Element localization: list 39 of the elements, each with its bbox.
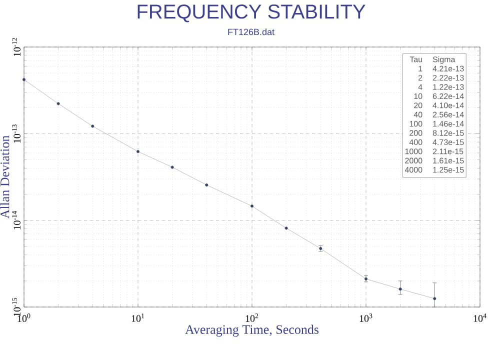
x-axis-title: Averaging Time, Seconds [185,324,319,337]
y-tick-label: 10$^{-12}$ [12,38,20,56]
annotation: 1.25e-15 [433,166,464,173]
annotation: 4 [418,84,422,90]
annotation: 4.73e-15 [432,139,464,146]
x-tick-label: 10$^{2}$ [246,314,258,322]
annotation: 20 [414,102,422,108]
y-tick-label: 10$^{-15}$ [12,298,20,316]
annotation: 4.10e-14 [432,102,464,108]
annotation: 1.22e-13 [433,84,464,90]
y-axis-title: Allan Deviation [0,136,10,219]
annotation: 200 [410,130,422,136]
x-tick-label: 10$^{4}$ [474,314,486,322]
annotation: 400 [409,139,422,146]
annotation: 2.56e-14 [432,112,464,118]
chart-title: FREQUENCY STABILITY [138,4,366,22]
annotation: 100 [410,120,422,127]
annotation: 1000 [405,148,422,154]
y-tick-label: 10$^{-13}$ [12,124,20,143]
annotation: 1.61e-15 [433,158,464,164]
y-tick-label: 10$^{-14}$ [12,211,20,230]
x-tick-label: 10$^{0}$ [18,314,30,322]
annotation: 8.12e-15 [432,130,464,136]
annotation: 6.22e-14 [432,93,464,100]
annotation: 2.22e-13 [432,74,464,81]
annotation: 1.46e-14 [433,120,464,127]
annotation: 4.21e-13 [432,66,464,72]
x-tick-label: 10$^{3}$ [360,314,372,322]
annotation: 2 [418,74,422,81]
annotation: Sigma [432,56,456,64]
annotation: 1 [418,66,422,72]
annotation: Tau [410,56,422,62]
annotation: 2.11e-15 [432,148,464,154]
x-tick-label: 10$^{1}$ [132,314,144,322]
chart-subtitle: FT126B.dat [228,28,274,36]
annotation: 2000 [405,158,422,164]
annotation: 10 [414,93,422,100]
annotation: 4000 [404,166,422,173]
annotation: 40 [414,112,422,118]
